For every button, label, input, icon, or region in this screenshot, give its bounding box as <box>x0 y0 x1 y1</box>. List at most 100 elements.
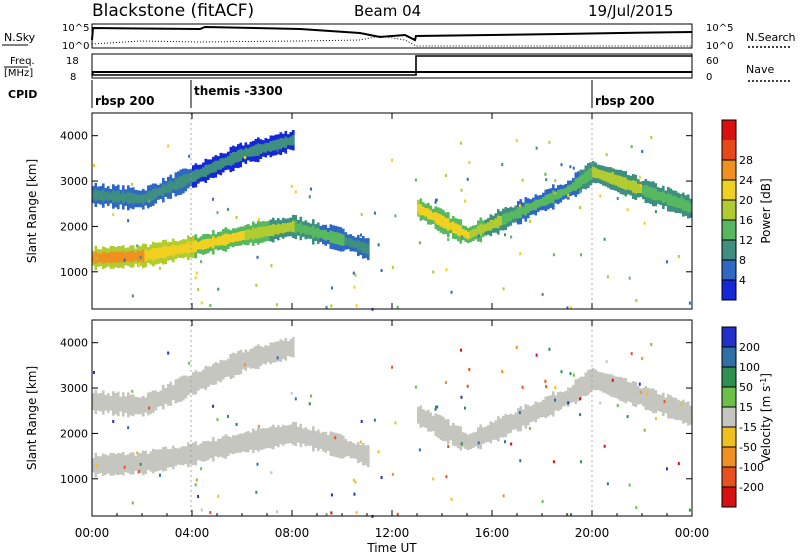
velocity-band-2 <box>557 392 560 412</box>
velocity-band-1 <box>279 339 283 363</box>
velocity-band-0 <box>309 430 313 446</box>
power-band-1-core <box>129 192 133 204</box>
power-speckle <box>447 237 450 241</box>
velocity-speckle <box>628 483 631 487</box>
velocity-band-1 <box>177 378 180 403</box>
power-band-1-core <box>259 144 263 155</box>
velocity-band-2 <box>592 368 595 390</box>
velocity-speckle <box>519 459 522 463</box>
velocity-band-0 <box>154 449 158 472</box>
velocity-band-0 <box>354 444 358 459</box>
velocity-band-0 <box>284 425 288 444</box>
power-speckle <box>580 253 583 257</box>
velocity-band-1 <box>262 347 265 364</box>
velocity-band-0 <box>319 432 323 449</box>
power-band-0-core <box>212 236 215 249</box>
velocity-band-2 <box>527 405 530 426</box>
velocity-band-2 <box>517 408 520 432</box>
velocity-band-0 <box>174 447 178 467</box>
velocity-band-0 <box>199 443 203 461</box>
velocity-band-2 <box>552 391 555 417</box>
velocity-band-1 <box>119 396 123 412</box>
power-speckle <box>127 219 130 223</box>
power-speckle <box>200 260 203 264</box>
velocity-speckle <box>689 421 692 425</box>
power-speckle <box>330 304 333 308</box>
velocity-band-0 <box>282 424 285 446</box>
velocity-speckle <box>460 442 463 446</box>
velocity-speckle <box>646 392 649 396</box>
nave-tick-top: 60 <box>706 56 719 67</box>
power-band-2-core <box>452 221 455 234</box>
power-band-0-core <box>172 244 175 257</box>
velocity-colorbar: -200 -100 -50 -15 15 50 100 200 <box>721 326 764 508</box>
power-band-2-core <box>492 219 495 229</box>
power-band-1-core <box>254 144 258 157</box>
x-tick-label-6: 00:00 <box>675 526 710 540</box>
velocity-band-0 <box>287 425 290 444</box>
power-band-0-core <box>174 245 178 255</box>
velocity-band-0 <box>129 452 133 475</box>
power-data-layer <box>92 130 693 311</box>
power-band-0-core <box>367 243 370 255</box>
power-band-0-core <box>307 226 310 235</box>
power-band-0-core <box>274 224 278 235</box>
velocity-band-1 <box>132 394 135 417</box>
velocity-band-1 <box>269 342 273 365</box>
velocity-speckle <box>380 475 383 479</box>
velocity-band-2 <box>482 427 485 444</box>
power-band-2-core <box>604 171 608 182</box>
velocity-band-2 <box>539 401 543 418</box>
power-band-0-core <box>119 251 123 263</box>
velocity-band-2 <box>459 426 463 451</box>
power-cbar-label-3: 16 <box>739 214 753 227</box>
velocity-band-0 <box>179 447 183 465</box>
velocity-band-1 <box>112 391 115 416</box>
velocity-band-1 <box>129 394 133 416</box>
power-band-1-core <box>122 191 125 204</box>
power-band-0-core <box>229 234 233 243</box>
power-band-0-core <box>234 232 238 242</box>
velocity-ytick-label-2: 3000 <box>60 382 88 395</box>
power-speckle <box>606 275 609 279</box>
power-speckle <box>92 163 95 167</box>
power-band-2-core <box>537 199 540 208</box>
power-ytick-label-0: 1000 <box>60 266 88 279</box>
power-band-2-core <box>532 201 535 211</box>
power-band-2-core <box>542 197 545 206</box>
power-band-2-core <box>442 215 445 228</box>
power-band-2-core <box>687 200 690 213</box>
x-tick-label-0: 00:00 <box>75 526 110 540</box>
power-speckle <box>450 290 453 294</box>
velocity-cbar-label-2: -50 <box>739 441 757 454</box>
velocity-band-0 <box>337 433 340 458</box>
velocity-band-1 <box>232 352 235 379</box>
velocity-band-2 <box>494 420 498 440</box>
power-band-1-core <box>154 188 158 199</box>
velocity-speckle <box>275 510 278 514</box>
power-band-2-core <box>674 196 678 208</box>
power-band-1-core <box>152 189 155 201</box>
power-speckle <box>501 163 504 167</box>
power-band-1-core <box>112 190 115 203</box>
velocity-speckle <box>325 512 328 516</box>
power-band-2-core <box>434 212 438 224</box>
power-band-2-core <box>614 174 618 186</box>
velocity-speckle <box>373 418 376 422</box>
velocity-band-2 <box>594 369 598 391</box>
velocity-band-1 <box>197 371 200 391</box>
velocity-band-2 <box>659 394 663 413</box>
power-band-1-core <box>97 190 100 200</box>
velocity-band-2 <box>614 376 618 398</box>
velocity-band-1 <box>244 349 248 371</box>
velocity-speckle <box>560 370 563 374</box>
velocity-speckle <box>391 472 394 476</box>
velocity-band-1 <box>117 391 120 417</box>
velocity-band-2 <box>464 433 468 450</box>
velocity-speckle <box>354 480 357 484</box>
velocity-band-1 <box>267 345 270 363</box>
power-speckle <box>396 305 399 309</box>
velocity-band-0 <box>307 429 310 446</box>
velocity-speckle <box>545 385 548 389</box>
power-band-2-core <box>484 223 488 232</box>
